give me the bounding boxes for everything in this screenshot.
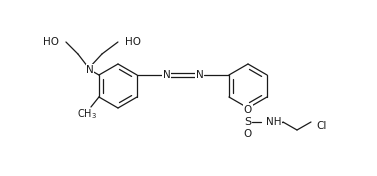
Text: S: S xyxy=(244,117,251,127)
Text: O: O xyxy=(244,105,252,115)
Text: O: O xyxy=(244,129,252,139)
Text: HO: HO xyxy=(43,37,59,47)
Text: N: N xyxy=(196,70,204,80)
Text: Cl: Cl xyxy=(316,121,326,131)
Text: N: N xyxy=(86,65,94,75)
Text: HO: HO xyxy=(125,37,141,47)
Text: N: N xyxy=(162,70,170,80)
Text: NH: NH xyxy=(266,117,282,127)
Text: CH$_3$: CH$_3$ xyxy=(77,107,97,121)
